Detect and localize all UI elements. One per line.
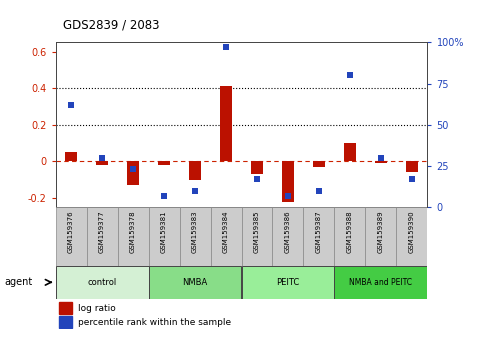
Bar	[56, 266, 149, 299]
Bar	[251, 161, 263, 174]
Point	[408, 176, 416, 182]
Point	[346, 73, 354, 78]
Text: GSM159386: GSM159386	[285, 210, 291, 253]
Point	[253, 176, 261, 182]
Point	[315, 188, 323, 193]
Bar	[272, 207, 303, 266]
Point	[191, 188, 199, 193]
Point	[377, 155, 385, 161]
Point	[98, 155, 106, 161]
Bar	[59, 316, 72, 328]
Point	[284, 193, 292, 198]
Bar	[149, 266, 242, 299]
Text: GSM159381: GSM159381	[161, 210, 167, 253]
Bar	[334, 266, 427, 299]
Bar	[86, 207, 117, 266]
Text: GDS2839 / 2083: GDS2839 / 2083	[63, 19, 159, 32]
Bar	[127, 161, 139, 185]
Text: GSM159390: GSM159390	[409, 210, 415, 253]
Bar	[366, 207, 397, 266]
Text: PEITC: PEITC	[276, 278, 299, 287]
Bar	[189, 161, 201, 180]
Point	[160, 193, 168, 198]
Bar	[313, 161, 325, 167]
Text: percentile rank within the sample: percentile rank within the sample	[78, 318, 231, 327]
Point	[129, 166, 137, 172]
Bar	[56, 207, 86, 266]
Bar	[242, 207, 272, 266]
Bar	[180, 207, 211, 266]
Text: GSM159384: GSM159384	[223, 210, 229, 252]
Bar	[59, 302, 72, 314]
Text: control: control	[87, 278, 117, 287]
Text: GSM159376: GSM159376	[68, 210, 74, 253]
Text: GSM159389: GSM159389	[378, 210, 384, 253]
Bar	[282, 161, 294, 202]
Point	[67, 102, 75, 108]
Bar	[303, 207, 334, 266]
Bar	[344, 143, 356, 161]
Text: NMBA: NMBA	[183, 278, 208, 287]
Bar	[96, 161, 108, 165]
Text: GSM159377: GSM159377	[99, 210, 105, 253]
Bar	[406, 161, 418, 172]
Bar	[220, 86, 232, 161]
Bar	[117, 207, 149, 266]
Text: agent: agent	[5, 277, 33, 287]
Bar	[211, 207, 242, 266]
Bar	[65, 152, 77, 161]
Text: NMBA and PEITC: NMBA and PEITC	[350, 278, 412, 287]
Bar	[397, 207, 427, 266]
Text: GSM159383: GSM159383	[192, 210, 198, 253]
Bar	[334, 207, 366, 266]
Bar	[158, 161, 170, 165]
Bar	[375, 161, 387, 163]
Text: GSM159387: GSM159387	[316, 210, 322, 253]
Text: GSM159378: GSM159378	[130, 210, 136, 253]
Bar	[242, 266, 334, 299]
Text: GSM159388: GSM159388	[347, 210, 353, 253]
Text: log ratio: log ratio	[78, 304, 115, 313]
Bar	[149, 207, 180, 266]
Point	[222, 45, 230, 50]
Text: GSM159385: GSM159385	[254, 210, 260, 252]
